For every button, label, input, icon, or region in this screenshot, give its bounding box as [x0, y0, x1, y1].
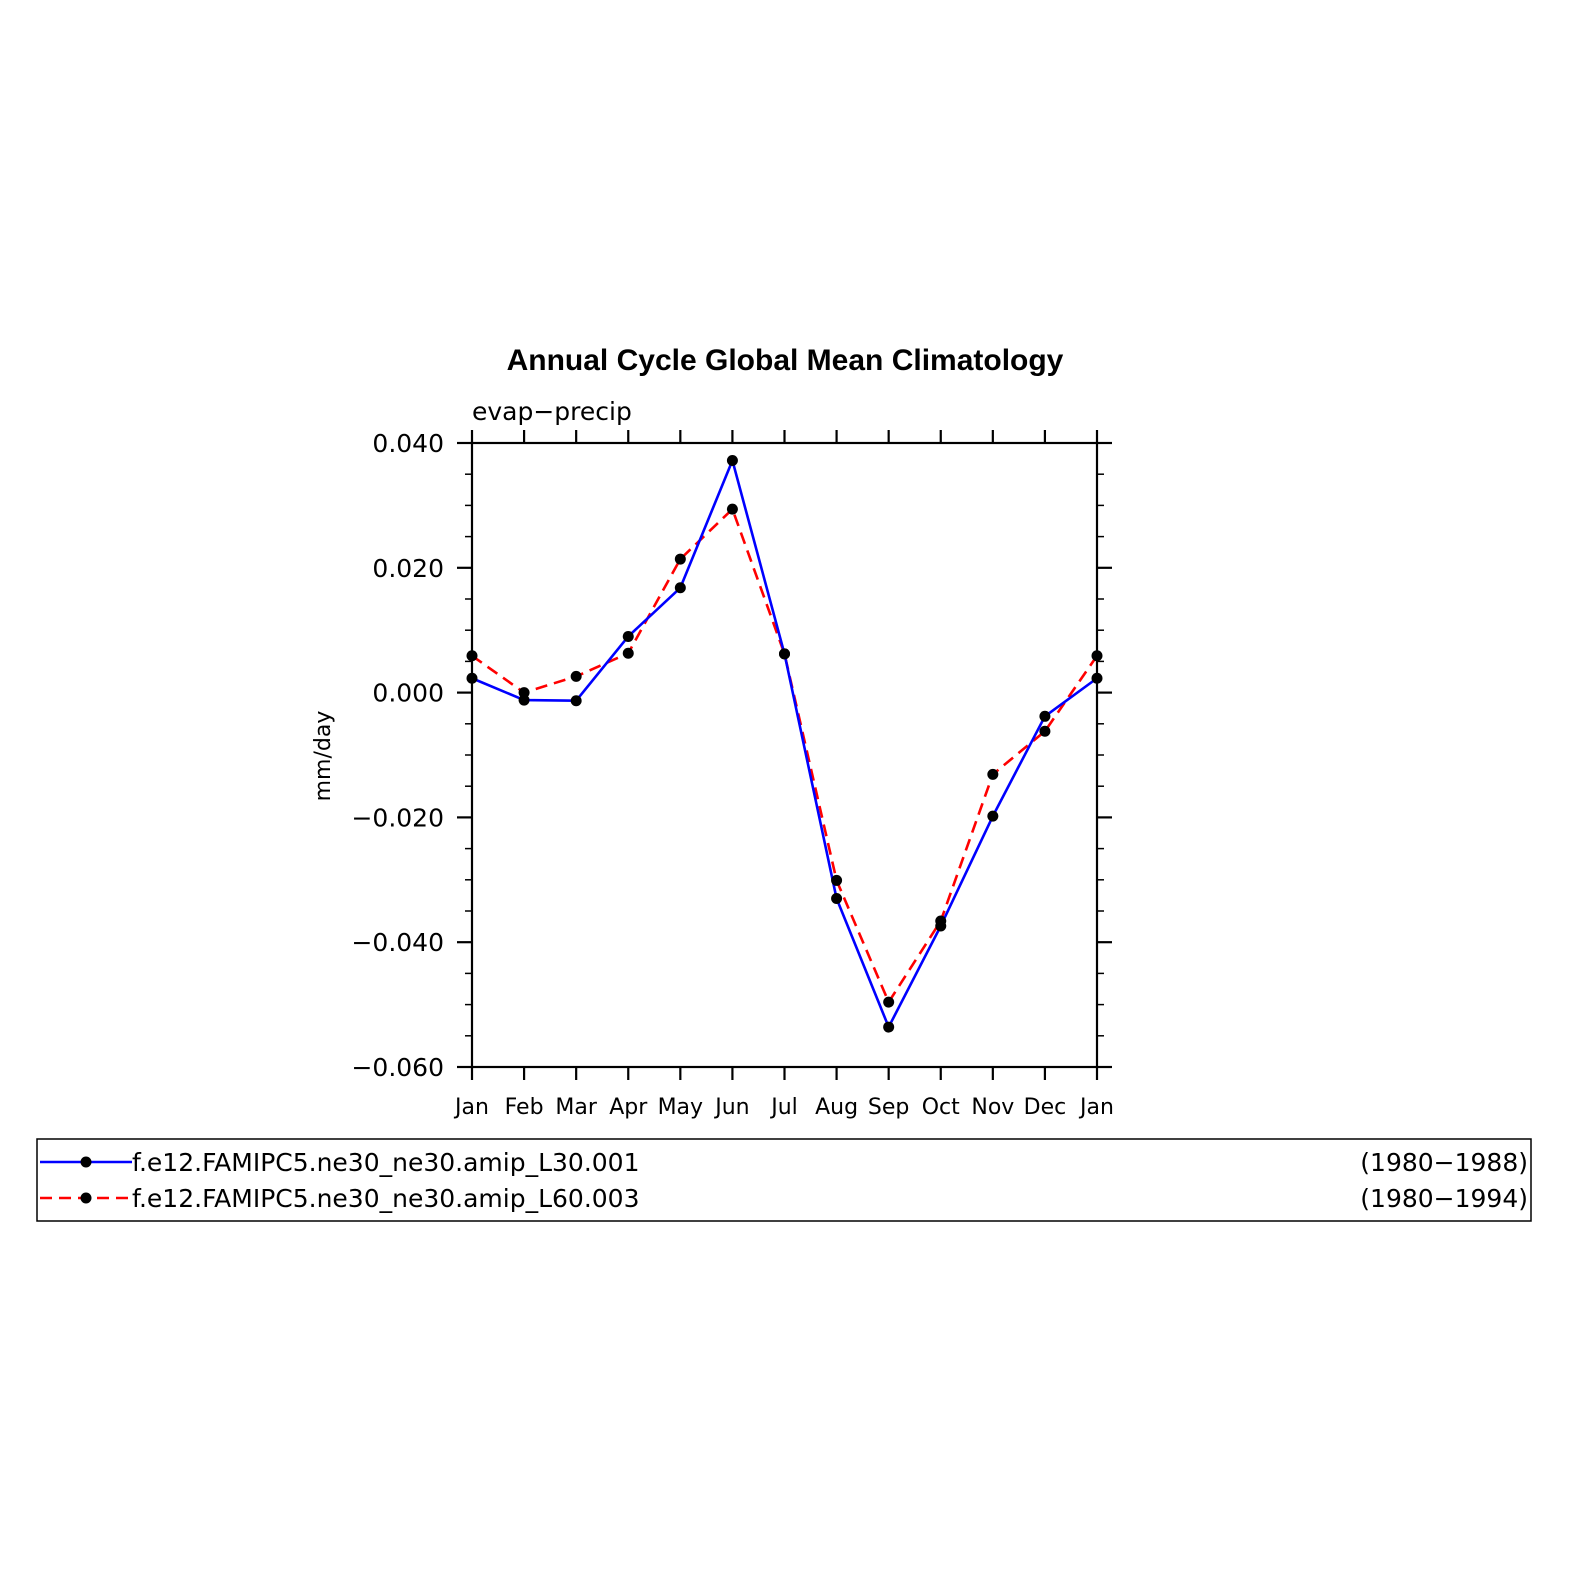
x-tick-label: Jan	[1078, 1095, 1114, 1120]
series-line	[471, 459, 1098, 1029]
legend-box	[36, 1138, 1532, 1222]
data-point	[1039, 725, 1051, 737]
x-tick-label: Oct	[922, 1095, 960, 1120]
plot-frame	[470, 441, 1099, 1069]
legend-series-period: (1980−1988)	[1360, 1148, 1528, 1177]
x-tick-label: Apr	[609, 1095, 648, 1120]
x-tick-label: Dec	[1024, 1095, 1067, 1120]
data-point	[987, 768, 999, 780]
data-point	[1091, 672, 1103, 684]
x-tick-label: Nov	[971, 1095, 1014, 1120]
y-tick-label: −0.040	[351, 928, 444, 957]
legend-series-period: (1980−1994)	[1360, 1184, 1528, 1213]
data-point	[726, 454, 738, 466]
data-point	[518, 687, 530, 699]
data-point	[674, 582, 686, 594]
y-tick-label: −0.060	[351, 1053, 444, 1082]
data-point	[570, 670, 582, 682]
x-tick-label: Mar	[555, 1095, 597, 1120]
data-point	[1039, 710, 1051, 722]
legend-marker	[80, 1156, 92, 1168]
data-point	[883, 996, 895, 1008]
data-point	[831, 893, 843, 905]
data-point	[570, 695, 582, 707]
data-point	[622, 630, 634, 642]
data-point	[779, 648, 790, 660]
chart-subtitle: evap−precip	[472, 397, 632, 426]
x-tick-label: May	[658, 1095, 703, 1120]
legend-marker	[80, 1192, 92, 1204]
chart-title: Annual Cycle Global Mean Climatology	[507, 344, 1064, 377]
y-tick-label: 0.040	[372, 429, 444, 458]
data-point	[987, 810, 999, 822]
y-tick-label: 0.020	[372, 554, 444, 583]
x-tick-label: Jun	[713, 1095, 749, 1120]
y-tick-label: −0.020	[351, 803, 444, 832]
data-point	[466, 650, 478, 662]
x-tick-label: Jan	[453, 1095, 489, 1120]
x-tick-label: Sep	[868, 1095, 909, 1120]
y-tick-label: 0.000	[372, 679, 444, 708]
legend-series-name: f.e12.FAMIPC5.ne30_ne30.amip_L30.001	[132, 1148, 640, 1177]
data-point	[466, 672, 478, 684]
data-point	[883, 1021, 895, 1033]
series-line	[471, 507, 1099, 1004]
legend: f.e12.FAMIPC5.ne30_ne30.amip_L30.001 (198…	[40, 1148, 1528, 1213]
data-point	[935, 915, 947, 927]
data-point	[674, 553, 686, 565]
data-point	[831, 874, 843, 886]
x-tick-label: Aug	[815, 1095, 858, 1120]
data-point	[622, 647, 634, 659]
legend-series-name: f.e12.FAMIPC5.ne30_ne30.amip_L60.003	[132, 1184, 640, 1213]
plot-area: Jan Feb Mar Apr May Jun Jul Aug Sep Oct Nov Dec Jan 0…	[351, 429, 1113, 1120]
y-axis-label: mm/day	[311, 711, 336, 802]
data-point	[726, 503, 738, 515]
x-tick-label: Feb	[505, 1095, 544, 1120]
x-tick-label: Jul	[769, 1095, 798, 1120]
data-point	[1091, 650, 1103, 662]
